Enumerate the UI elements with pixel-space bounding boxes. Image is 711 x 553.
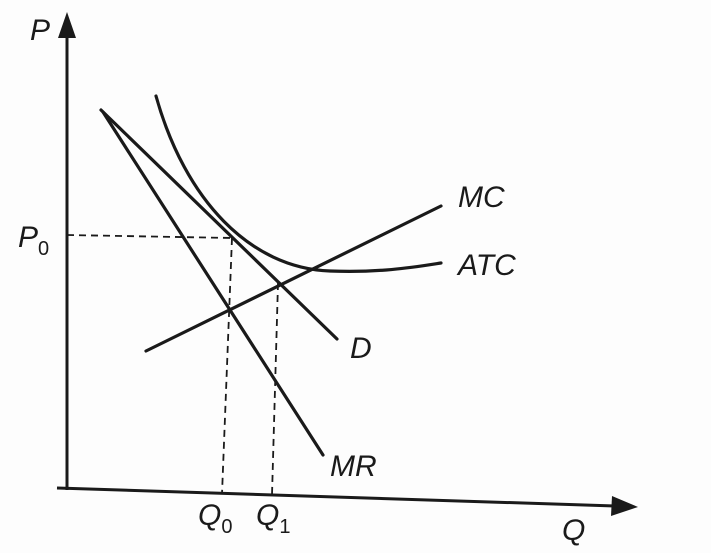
q1-dashed-line bbox=[271, 282, 279, 496]
p0-dashed-line bbox=[66, 234, 234, 239]
p0-base: P bbox=[18, 221, 38, 254]
demand-curve bbox=[99, 108, 339, 341]
mr-label: MR bbox=[330, 450, 377, 483]
p0-tick-label: P0 bbox=[18, 221, 49, 260]
atc-label: ATC bbox=[456, 249, 516, 282]
q1-subscript: 1 bbox=[279, 516, 290, 538]
q0-base: Q bbox=[198, 499, 221, 532]
average-total-cost-curve bbox=[154, 94, 443, 273]
p0-subscript: 0 bbox=[38, 238, 49, 260]
q0-dashed-line bbox=[221, 237, 233, 495]
x-axis-line bbox=[56, 486, 616, 508]
marginal-revenue-curve bbox=[101, 110, 325, 457]
mc-label: MC bbox=[458, 181, 505, 214]
d-label: D bbox=[350, 332, 372, 365]
x-axis-arrowhead bbox=[611, 496, 638, 516]
q0-subscript: 0 bbox=[221, 516, 232, 538]
x-axis-label: Q bbox=[562, 514, 585, 547]
marginal-cost-curve bbox=[144, 204, 443, 353]
guide-lines bbox=[66, 234, 279, 496]
axes bbox=[56, 12, 638, 516]
y-axis-arrowhead bbox=[58, 12, 76, 38]
q0-tick-label: Q0 bbox=[198, 499, 232, 538]
y-axis-label: P bbox=[30, 14, 50, 47]
q1-base: Q bbox=[256, 499, 279, 532]
q1-tick-label: Q1 bbox=[256, 499, 290, 538]
